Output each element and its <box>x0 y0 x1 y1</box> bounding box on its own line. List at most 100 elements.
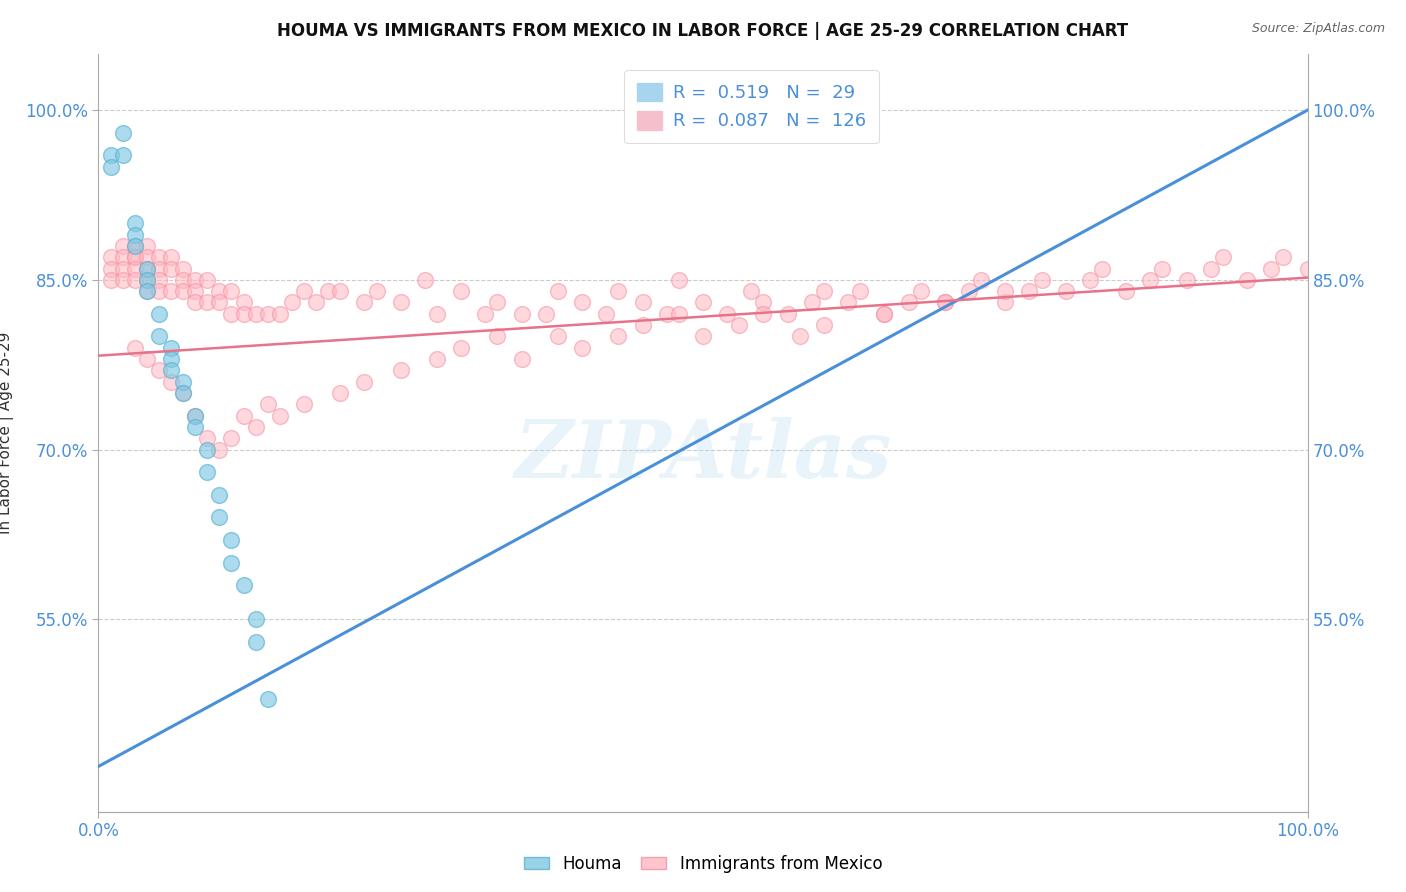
Point <box>245 635 267 649</box>
Point <box>474 307 496 321</box>
Point <box>184 273 207 287</box>
Point <box>776 307 799 321</box>
Point <box>148 329 170 343</box>
Point <box>256 307 278 321</box>
Point <box>305 295 328 310</box>
Point <box>910 284 932 298</box>
Point <box>221 431 243 445</box>
Y-axis label: In Labor Force | Age 25-29: In Labor Force | Age 25-29 <box>0 332 14 533</box>
Point <box>100 250 122 264</box>
Point <box>160 341 183 355</box>
Point <box>135 273 157 287</box>
Point <box>124 216 146 230</box>
Point <box>450 341 472 355</box>
Point <box>208 488 231 502</box>
Point <box>957 284 980 298</box>
Point <box>160 352 183 367</box>
Point <box>813 318 835 332</box>
Point <box>1212 250 1234 264</box>
Point <box>970 273 993 287</box>
Point <box>100 261 122 276</box>
Point <box>208 284 231 298</box>
Point <box>607 284 630 298</box>
Point <box>148 261 170 276</box>
Point <box>184 409 207 423</box>
Point <box>195 465 218 479</box>
Point <box>934 295 956 310</box>
Point <box>486 295 509 310</box>
Point <box>135 261 157 276</box>
Point <box>655 307 678 321</box>
Point <box>668 307 690 321</box>
Point <box>232 295 254 310</box>
Point <box>1296 261 1319 276</box>
Point <box>353 295 375 310</box>
Point <box>256 691 278 706</box>
Point <box>1078 273 1101 287</box>
Point <box>124 227 146 242</box>
Point <box>160 363 183 377</box>
Point <box>486 329 509 343</box>
Point <box>195 442 218 457</box>
Point <box>184 284 207 298</box>
Point <box>813 284 835 298</box>
Point <box>195 273 218 287</box>
Point <box>873 307 896 321</box>
Point <box>195 295 218 310</box>
Point <box>245 420 267 434</box>
Point <box>595 307 617 321</box>
Point <box>184 420 207 434</box>
Point <box>148 307 170 321</box>
Point <box>184 409 207 423</box>
Point <box>232 409 254 423</box>
Point <box>111 148 134 162</box>
Point <box>994 295 1017 310</box>
Point <box>135 352 157 367</box>
Point <box>172 284 194 298</box>
Point <box>245 307 267 321</box>
Text: Source: ZipAtlas.com: Source: ZipAtlas.com <box>1251 22 1385 36</box>
Point <box>135 239 157 253</box>
Point <box>413 273 436 287</box>
Point <box>668 273 690 287</box>
Point <box>232 578 254 592</box>
Point <box>740 284 762 298</box>
Point <box>148 363 170 377</box>
Point <box>172 261 194 276</box>
Point <box>571 295 593 310</box>
Point <box>389 363 412 377</box>
Point <box>111 261 134 276</box>
Point <box>135 284 157 298</box>
Point <box>789 329 811 343</box>
Point <box>124 261 146 276</box>
Point <box>111 273 134 287</box>
Point <box>135 250 157 264</box>
Point <box>353 375 375 389</box>
Point <box>245 612 267 626</box>
Point <box>292 397 315 411</box>
Point <box>994 284 1017 298</box>
Legend: Houma, Immigrants from Mexico: Houma, Immigrants from Mexico <box>517 848 889 880</box>
Point <box>450 284 472 298</box>
Point <box>232 307 254 321</box>
Point <box>208 295 231 310</box>
Point <box>510 352 533 367</box>
Point <box>873 307 896 321</box>
Point <box>148 273 170 287</box>
Point <box>1152 261 1174 276</box>
Point <box>111 239 134 253</box>
Point <box>1031 273 1053 287</box>
Point <box>849 284 872 298</box>
Point <box>547 284 569 298</box>
Legend: R =  0.519   N =  29, R =  0.087   N =  126: R = 0.519 N = 29, R = 0.087 N = 126 <box>624 70 879 143</box>
Point <box>111 250 134 264</box>
Point <box>256 397 278 411</box>
Point <box>510 307 533 321</box>
Point <box>135 284 157 298</box>
Point <box>728 318 751 332</box>
Point <box>1054 284 1077 298</box>
Point <box>172 375 194 389</box>
Point <box>160 375 183 389</box>
Point <box>208 510 231 524</box>
Point <box>366 284 388 298</box>
